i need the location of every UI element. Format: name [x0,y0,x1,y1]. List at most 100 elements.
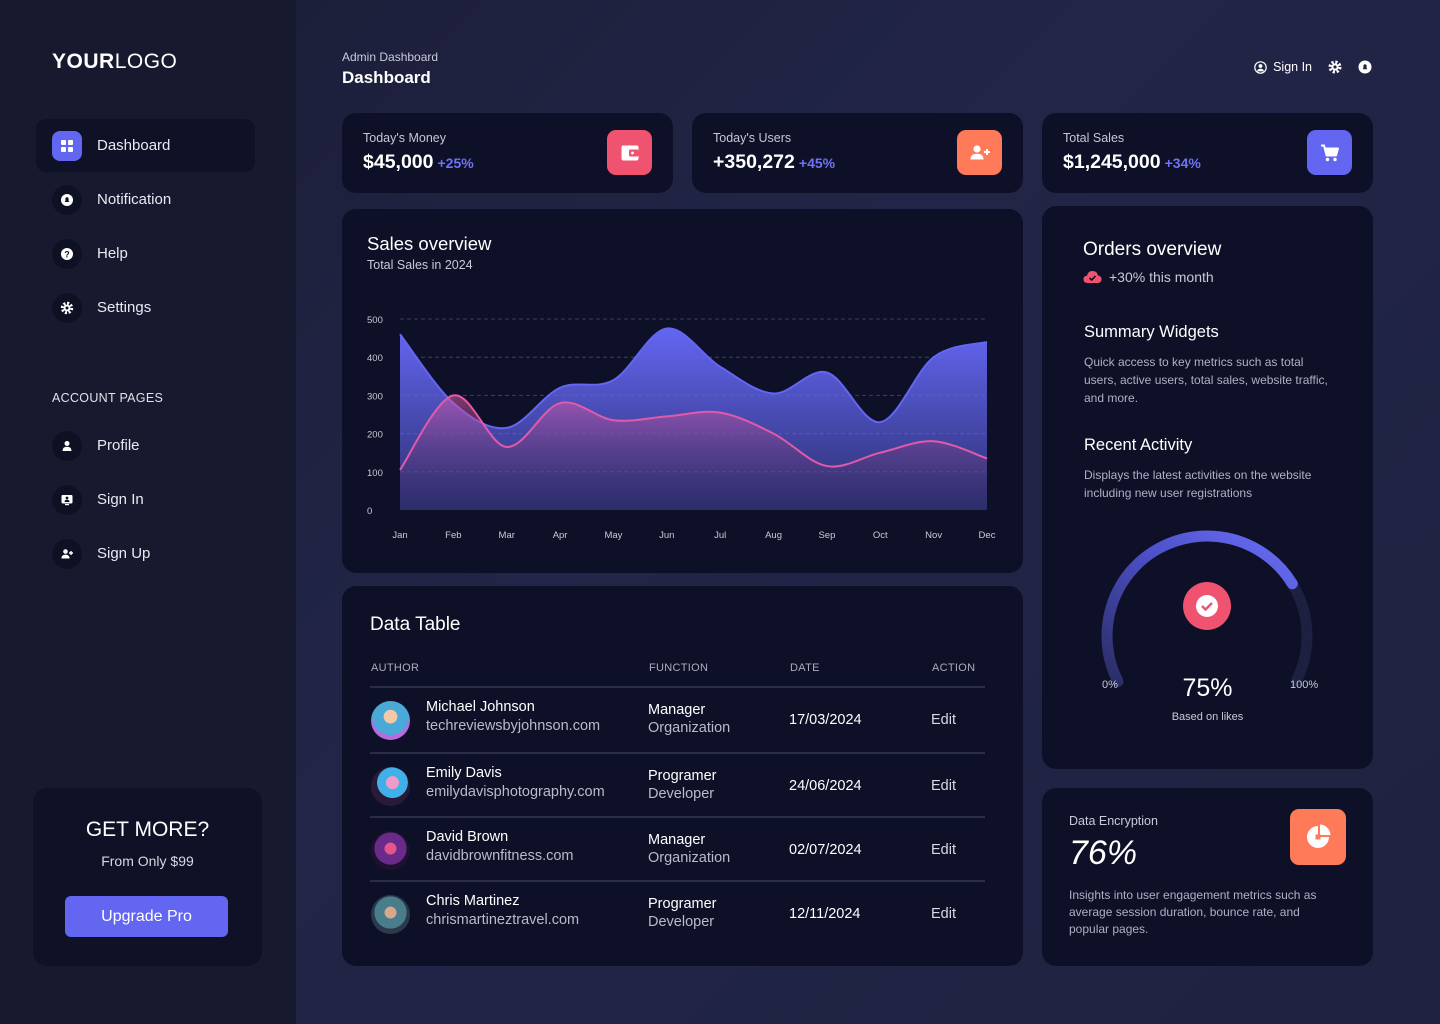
x-tick-label: May [604,530,622,541]
x-tick-label: Oct [873,530,888,541]
x-tick-label: Jan [392,530,407,541]
gauge-min: 0% [1102,679,1118,691]
encryption-desc: Insights into user engagement metrics su… [1069,888,1317,936]
row-date: 17/03/2024 [789,712,862,728]
breadcrumb[interactable]: Admin Dashboard [342,50,439,64]
sales-overview-card: Sales overview Total Sales in 2024 0 100 2… [342,209,1023,573]
stat-value: $1,245,000 +34% [1063,151,1201,173]
author-name: Michael Johnson [426,699,535,715]
table-row: Emily Davis emilydavisphotography.com Pr… [370,752,985,816]
author-site: davidbrownfitness.com [426,848,574,864]
data-table-card: Data Table AUTHOR FUNCTION DATE ACTION M… [342,586,1023,966]
y-tick-label: 300 [367,391,383,402]
cloud-check-icon [1083,270,1102,284]
x-tick-label: Dec [979,530,996,541]
sidebar-item-label: Settings [97,299,152,316]
edit-button[interactable]: Edit [931,712,956,728]
grid-icon [52,130,82,161]
edit-button[interactable]: Edit [931,842,956,858]
sidebar-item-settings[interactable]: Settings [36,281,255,334]
y-tick-label: 500 [367,315,383,326]
bell-icon [52,184,82,215]
signin-link[interactable]: Sign In [1254,60,1312,74]
sidebar-item-label: Dashboard [97,137,171,154]
function-title: Manager [648,702,706,718]
col-header-function[interactable]: FUNCTION [649,662,709,674]
gauge-subtitle: Based on likes [1171,711,1244,723]
widget-desc: Displays the latest activities on the we… [1084,468,1312,500]
stat-card-sales: Total Sales $1,245,000 +34% [1042,113,1373,193]
promo-subtitle: From Only $99 [101,853,194,869]
stat-delta: +45% [798,155,836,171]
avatar [371,831,410,870]
x-tick-label: Aug [765,530,782,541]
series-area [400,395,987,510]
upgrade-promo: GET MORE? From Only $99 Upgrade Pro [33,788,262,966]
col-header-action[interactable]: ACTION [932,662,976,674]
stat-delta: +34% [1164,155,1201,171]
gear-icon[interactable] [1328,60,1342,74]
upgrade-pro-button[interactable]: Upgrade Pro [65,896,228,937]
function-sub: Organization [648,720,731,736]
check-mark [1201,602,1213,612]
user-plus-icon [52,538,82,569]
check-icon [1196,595,1218,617]
widget-title: Summary Widgets [1084,323,1219,341]
topbar: Sign In [1254,60,1372,74]
pie-chart-icon [1290,809,1346,865]
gear-icon [52,292,82,323]
sidebar-item-help[interactable]: ? Help [36,227,255,280]
data-encryption-card: Data Encryption 76% Insights into user e… [1042,788,1373,966]
function-title: Manager [648,832,706,848]
sidebar: YOURLOGO Dashboard Notification ? Help S… [0,0,296,1024]
avatar [371,895,410,934]
x-tick-label: Feb [445,530,461,541]
table-row: Chris Martinez chrismartineztravel.com P… [370,880,985,944]
sidebar-item-dashboard[interactable]: Dashboard [36,119,255,172]
notification-icon[interactable] [1358,60,1372,74]
author-name: Chris Martinez [426,893,520,909]
logo[interactable]: YOURLOGO [52,50,178,73]
widget-desc: Quick access to key metrics such as tota… [1084,355,1328,405]
edit-button[interactable]: Edit [931,778,956,794]
stat-value: +350,272 +45% [713,151,836,173]
chart-title: Sales overview [367,233,492,254]
function-title: Programer [648,896,717,912]
wallet-icon [607,130,652,175]
sidebar-item-signin[interactable]: Sign In [36,473,255,526]
user-circle-icon [1254,60,1267,74]
signin-label: Sign In [1273,60,1312,74]
sidebar-item-label: Sign In [97,491,144,508]
stat-card-money: Today's Money $45,000 +25% [342,113,673,193]
encryption-label: Data Encryption [1069,814,1158,828]
series-line [399,394,988,471]
col-header-author[interactable]: AUTHOR [371,662,420,674]
y-tick-label: 100 [367,468,383,479]
series-line [399,327,988,430]
author-name: David Brown [426,829,509,845]
svg-text:?: ? [64,249,70,259]
orders-delta: +30% this month [1083,269,1214,285]
stat-label: Today's Money [363,131,446,145]
stat-value: $45,000 +25% [363,151,474,173]
gauge-fill [1101,530,1298,687]
gauge-value: 75% [1182,674,1233,702]
likes-gauge [1101,530,1313,687]
col-header-date[interactable]: DATE [790,662,820,674]
users-plus-icon [957,130,1002,175]
y-tick-label: 400 [367,353,383,364]
author-site: techreviewsbyjohnson.com [426,718,601,734]
avatar [371,767,410,806]
stat-delta: +25% [437,155,474,171]
sidebar-item-signup[interactable]: Sign Up [36,527,255,580]
function-sub: Developer [648,914,715,930]
table-row: David Brown davidbrownfitness.com Manage… [370,816,985,880]
sidebar-item-profile[interactable]: Profile [36,419,255,472]
x-tick-label: Apr [553,530,568,541]
table-title: Data Table [370,614,461,635]
edit-button[interactable]: Edit [931,906,956,922]
orders-overview-card: Orders overview +30% this month Summary … [1042,206,1373,769]
sidebar-item-label: Help [97,245,128,262]
sidebar-item-notification[interactable]: Notification [36,173,255,226]
avatar [371,701,410,740]
